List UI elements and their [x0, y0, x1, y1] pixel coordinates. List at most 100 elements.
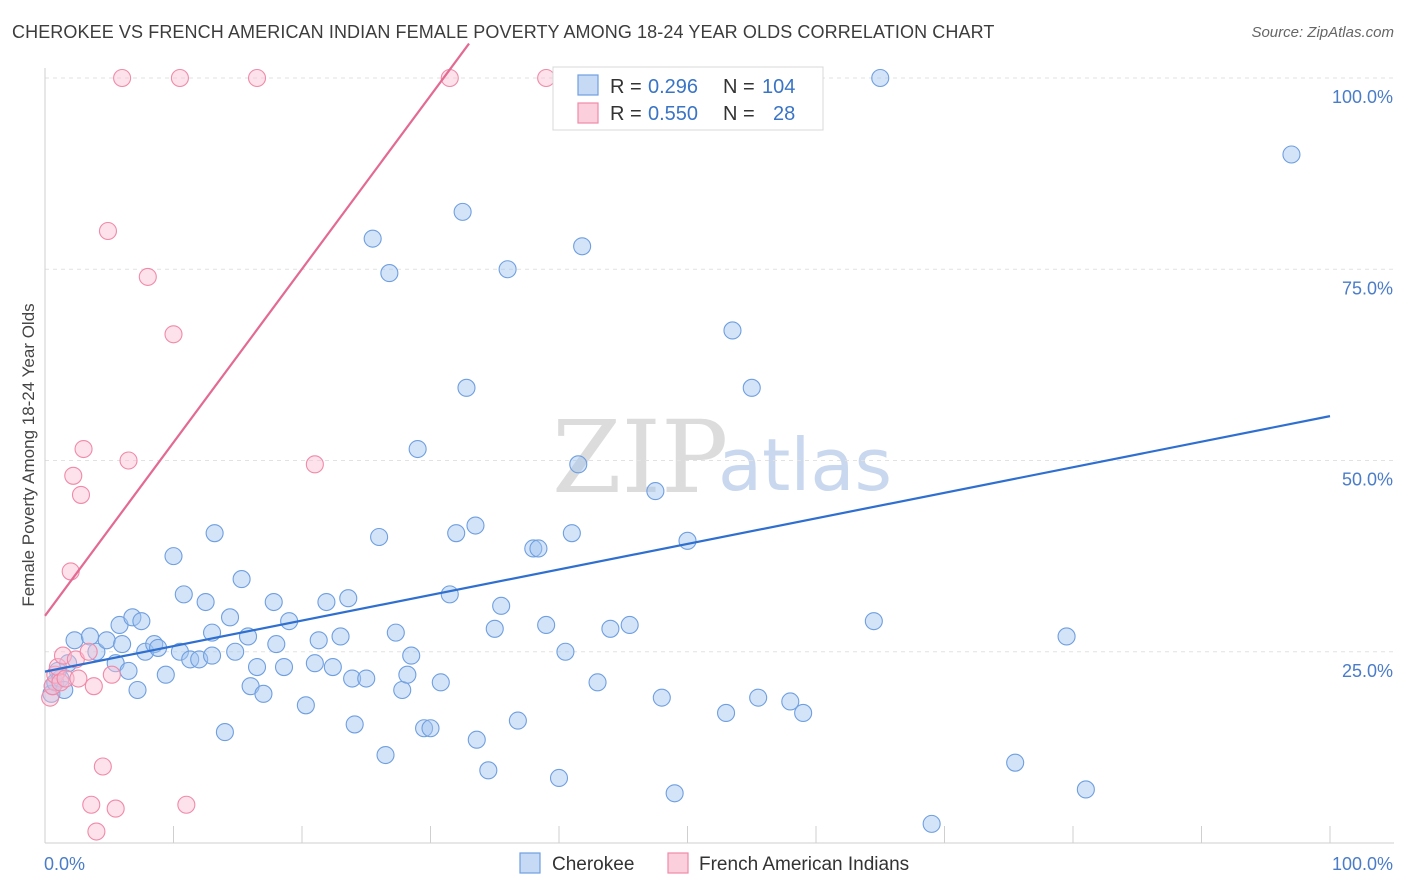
data-point [1282, 145, 1301, 164]
data-point [305, 654, 324, 673]
data-point [402, 646, 421, 665]
data-point [393, 680, 412, 700]
legend-n-value-cherokee: 104 [762, 76, 795, 98]
legend-r-value-cherokee: 0.296 [648, 76, 698, 98]
data-point [56, 669, 75, 688]
data-point [309, 631, 328, 650]
data-point [132, 612, 151, 631]
watermark-zip: ZIP [552, 399, 728, 516]
legend-r-value-french: 0.550 [648, 103, 698, 125]
data-point [41, 688, 60, 707]
data-point [794, 703, 813, 723]
data-point [537, 615, 556, 635]
data-point [138, 267, 157, 286]
data-point [123, 608, 142, 627]
data-point [177, 795, 196, 814]
data-point [549, 768, 569, 788]
data-point [492, 596, 511, 615]
data-point [97, 631, 116, 650]
data-point [80, 627, 100, 646]
data-point [723, 321, 742, 340]
data-point [415, 719, 434, 738]
legend-swatch-french-american-indians [577, 102, 599, 124]
data-point [588, 673, 607, 692]
data-point [781, 692, 800, 711]
french-american-indians-points [41, 68, 556, 841]
data-point [749, 688, 768, 707]
legend-n-label-cherokee: N = [723, 76, 755, 98]
data-point [69, 669, 88, 688]
data-point [556, 642, 575, 661]
data-point [922, 814, 941, 833]
legend-r-label-french: R = [610, 103, 642, 125]
data-point [74, 439, 93, 459]
data-point [485, 619, 504, 638]
data-point [569, 455, 588, 474]
data-point [370, 527, 389, 547]
bottom-legend-swatch-cherokee [519, 852, 541, 874]
trend-lines [44, 42, 1331, 673]
grid-lines [45, 77, 1394, 653]
data-point [398, 665, 417, 684]
data-point [98, 221, 118, 241]
legend-n-value-french: 28 [773, 103, 795, 125]
source-label: Source: ZipAtlas.com [1251, 24, 1394, 41]
data-point [274, 657, 294, 677]
legend-swatch-cherokee [577, 74, 599, 96]
bottom-legend-swatch-french [667, 852, 689, 874]
data-point [864, 612, 883, 631]
data-point [170, 642, 189, 661]
data-point [65, 631, 84, 650]
bottom-legend-label-cherokee: Cherokee [552, 854, 634, 875]
data-point [93, 757, 112, 776]
data-point [203, 646, 222, 665]
data-point [128, 680, 147, 700]
data-point [440, 585, 459, 604]
data-point [363, 229, 382, 248]
data-point [264, 592, 283, 612]
data-point [113, 635, 132, 654]
data-point [646, 482, 665, 501]
data-point [479, 761, 498, 780]
data-point [537, 68, 556, 88]
data-point [102, 665, 121, 684]
data-point [339, 589, 358, 608]
data-point [357, 669, 376, 688]
data-point [267, 635, 286, 654]
cherokee-points [42, 68, 1301, 833]
data-point [296, 696, 315, 715]
y-tick-label: 75.0% [1342, 278, 1393, 298]
data-point [247, 68, 267, 88]
data-point [421, 719, 440, 738]
data-point [170, 68, 189, 88]
data-point [87, 822, 106, 841]
chart-title: CHEROKEE VS FRENCH AMERICAN INDIAN FEMAL… [12, 22, 995, 42]
data-point [317, 592, 336, 612]
data-point [508, 711, 527, 730]
axes [44, 68, 1394, 844]
data-point [84, 677, 103, 696]
data-point [87, 642, 106, 661]
data-point [205, 524, 224, 543]
data-point [156, 665, 175, 684]
legend-n-label-french: N = [723, 103, 755, 125]
data-point [305, 455, 324, 474]
x-tick-label: 0.0% [44, 854, 85, 874]
y-tick-labels: 25.0% 50.0% 75.0% 100.0% [1332, 87, 1393, 681]
legend-r-label-cherokee: R = [610, 76, 642, 98]
data-point [119, 661, 138, 680]
data-point [1076, 780, 1095, 799]
data-point [498, 260, 517, 279]
data-point [254, 684, 273, 703]
data-point [871, 68, 890, 88]
y-axis-label: Female Poverty Among 18-24 Year Olds [19, 303, 38, 606]
data-point [380, 264, 399, 283]
y-tick-label: 25.0% [1342, 661, 1393, 681]
data-point [113, 68, 132, 88]
trend-line-french-american-indians [44, 42, 470, 617]
data-point [467, 730, 486, 749]
data-point [601, 619, 620, 638]
data-point [174, 585, 193, 604]
data-point [196, 592, 215, 612]
